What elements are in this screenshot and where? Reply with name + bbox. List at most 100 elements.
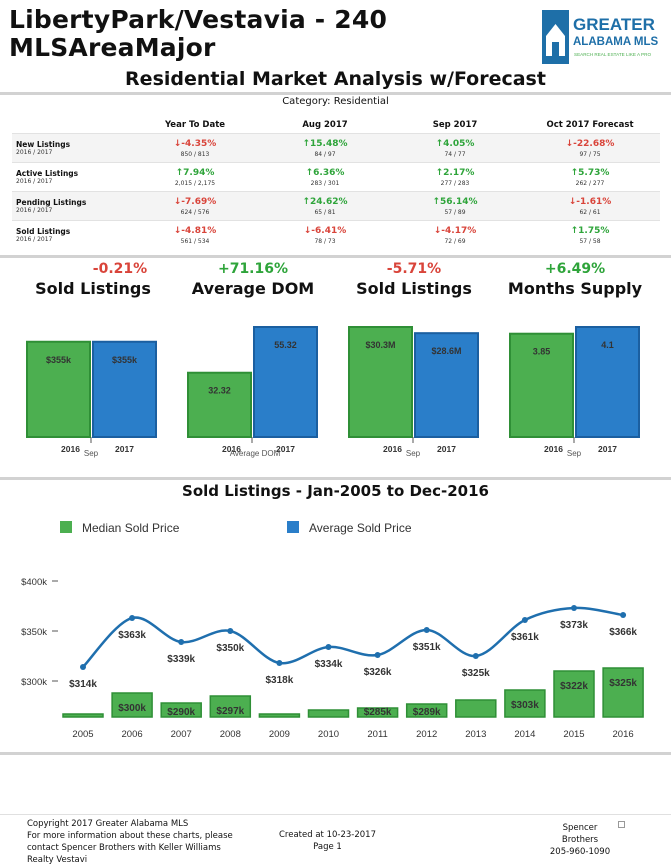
- logo-text-2: ALABAMA MLS: [573, 36, 659, 48]
- change-counts: 97 / 75: [579, 150, 601, 158]
- table-cell: ↑1.75% 57 / 58: [520, 220, 660, 249]
- bar-2017: [253, 326, 318, 438]
- divider: [0, 752, 671, 755]
- metric-years: 2016 / 2017: [16, 207, 53, 214]
- median-bar-2010: [307, 709, 350, 718]
- panel-chart-4: 3.85 2016 4.1 2017 Sep: [509, 326, 640, 458]
- table-cell: ↓-4.35% 850 / 813: [130, 133, 260, 163]
- x-axis: 2005 2006 2007 2008 2009 2010 2011 2012 2013 2014…: [72, 729, 633, 740]
- history-chart-title: Sold Listings - Jan-2005 to Dec-2016: [182, 482, 489, 500]
- x-tick-label: 2014: [514, 729, 535, 740]
- change-value: ↓-4.17%: [433, 225, 477, 236]
- arrow-up-icon: ↑: [432, 196, 441, 207]
- metric-name: Pending Listings: [16, 198, 87, 207]
- x-tick-label: 2016: [613, 729, 634, 740]
- change-counts: 262 / 277: [575, 179, 605, 187]
- house-icon: [546, 24, 565, 56]
- bar-2016: [187, 371, 252, 438]
- bar-value-label: 4.1: [601, 340, 614, 350]
- x-tick-label: 2013: [465, 729, 486, 740]
- table-cell: ↓-4.81% 561 / 534: [130, 220, 260, 249]
- legend-label-median: Median Sold Price: [82, 521, 180, 535]
- panel-bar-charts: $355k2016$355k2017Sep32.32201655.322017A…: [26, 326, 640, 458]
- title-line-2: MLSAreaMajor: [9, 33, 216, 62]
- title-line-1: LibertyPark/Vestavia - 240: [9, 5, 388, 34]
- arrow-up-icon: ↑: [435, 167, 444, 178]
- arrow-down-icon: ↓: [173, 138, 182, 149]
- average-point-2013: [472, 653, 479, 659]
- row-label: Sold Listings 2016 / 2017: [12, 220, 130, 249]
- footer-copyright: Copyright 2017 Greater Alabama MLS For m…: [27, 819, 233, 865]
- divider: [0, 92, 671, 95]
- average-point-label: $361k: [511, 632, 539, 643]
- bar-value-label: 55.32: [274, 340, 297, 350]
- average-point-2007: [178, 639, 185, 645]
- median-bar-2016: [602, 667, 644, 718]
- category-label: Category: Residential: [282, 96, 389, 107]
- table-cell: ↑15.48% 84 / 97: [260, 133, 390, 163]
- median-bar-label: $289k: [413, 707, 441, 718]
- table-cell: ↑24.62% 65 / 81: [260, 191, 390, 221]
- change-counts: 561 / 534: [180, 237, 210, 245]
- x-tick-label: 2006: [122, 729, 143, 740]
- arrow-up-icon: ↑: [305, 167, 314, 178]
- bar-2017: [92, 340, 157, 438]
- panel-title: Average DOM: [191, 279, 315, 298]
- arrow-down-icon: ↓: [173, 225, 182, 236]
- x-tick-label: 2016: [61, 444, 80, 454]
- change-value: ↑2.17%: [435, 167, 475, 178]
- legend-swatch-median: [60, 521, 72, 533]
- table-cell: ↓-22.68% 97 / 75: [520, 133, 660, 163]
- x-tick-label: 2011: [367, 729, 387, 740]
- row-label: Pending Listings 2016 / 2017: [12, 191, 130, 221]
- average-point-label: $373k: [560, 620, 588, 631]
- bar-value-label: $28.6M: [431, 346, 461, 356]
- logo-tagline: SEARCH REAL ESTATE LIKE A PRO: [574, 52, 651, 57]
- history-chart: Median Sold Price Average Sold Price $300k…: [21, 521, 644, 740]
- table-row: Pending Listings 2016 / 2017 ↓-7.69% 624 / …: [12, 191, 660, 221]
- change-counts: 277 / 283: [440, 179, 470, 187]
- average-point-label: $351k: [413, 642, 441, 653]
- bar-2017: [414, 332, 479, 438]
- arrow-down-icon: ↓: [433, 225, 442, 236]
- panel-chart-3: $30.3M 2016 $28.6M 2017 Sep: [348, 326, 479, 458]
- y-axis: $300k $350k $400k: [21, 577, 58, 688]
- bar-value-label: $30.3M: [365, 340, 395, 350]
- change-counts: 78 / 73: [314, 237, 336, 245]
- median-bar-label: $325k: [609, 678, 637, 689]
- average-line: [82, 606, 624, 668]
- row-label: New Listings 2016 / 2017: [12, 133, 130, 163]
- table-cell: ↓-4.17% 72 / 69: [390, 220, 520, 249]
- change-counts: 57 / 89: [444, 208, 466, 216]
- table-cell: ↓-7.69% 624 / 576: [130, 191, 260, 221]
- change-value: ↓-6.41%: [303, 225, 347, 236]
- median-bar-2006: [111, 692, 153, 718]
- x-tick-label: 2016: [544, 444, 563, 454]
- x-tick-label: 2008: [220, 729, 241, 740]
- change-counts: 62 / 61: [579, 208, 601, 216]
- x-tick-label: 2007: [171, 729, 192, 740]
- bar-2017: [575, 326, 640, 438]
- average-point-2012: [423, 627, 430, 633]
- change-counts: 72 / 69: [444, 237, 466, 245]
- change-value: ↑24.62%: [302, 196, 348, 207]
- average-point-label: $350k: [216, 643, 244, 654]
- column-header: Oct 2017 Forecast: [546, 119, 634, 130]
- metric-name: Active Listings: [16, 169, 79, 178]
- arrow-up-icon: ↑: [435, 138, 444, 149]
- change-counts: 283 / 301: [310, 179, 340, 187]
- y-tick-label: $300k: [21, 677, 47, 688]
- metrics-table: Year To Date Aug 2017 Sep 2017 Oct 2017 …: [12, 116, 660, 249]
- bar-value-label: $355k: [46, 355, 72, 365]
- footer-contact: Spencer Brothers 205-960-1090: [549, 823, 611, 857]
- legend: Median Sold Price Average Sold Price: [60, 521, 412, 535]
- panel-change-pct: +6.49%: [544, 261, 606, 277]
- table-cell: ↓-1.61% 62 / 61: [520, 191, 660, 221]
- change-value: ↑4.05%: [435, 138, 475, 149]
- bar-value-label: 3.85: [533, 347, 551, 357]
- median-bar-label: $303k: [511, 700, 539, 711]
- x-tick-label: 2010: [318, 729, 339, 740]
- column-header: Sep 2017: [432, 119, 478, 130]
- table-cell: ↑56.14% 57 / 89: [390, 191, 520, 221]
- x-tick-label: 2017: [276, 444, 295, 454]
